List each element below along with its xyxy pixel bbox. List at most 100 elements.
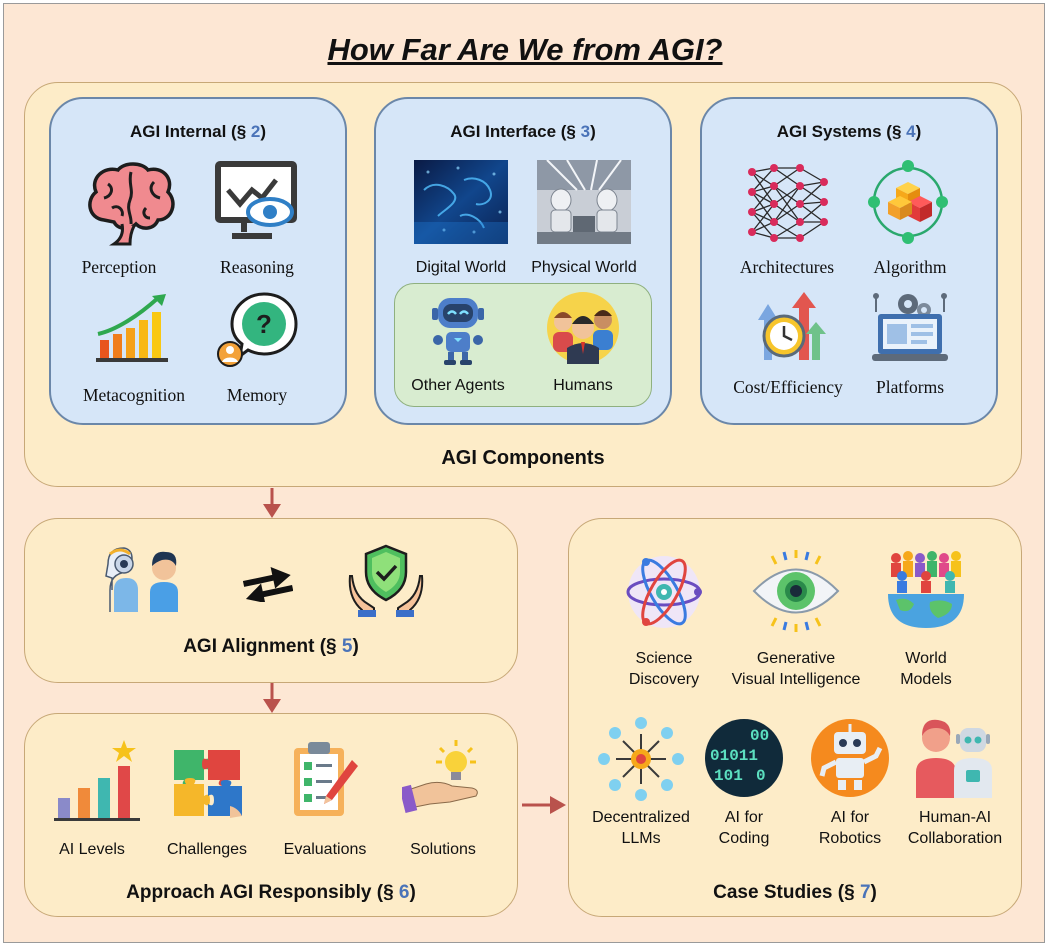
cost-efficiency-label: Cost/Efficiency [733, 377, 843, 397]
arrow-down-1 [263, 488, 281, 518]
cost-efficiency-icon [758, 292, 826, 360]
perception-label: Perception [81, 257, 157, 277]
digital-world-image [414, 160, 508, 244]
section-number: 5 [341, 636, 353, 657]
algorithm-label: Algorithm [873, 257, 947, 277]
agi-components-caption: AGI Components [441, 447, 605, 469]
closing-paren: ) [409, 882, 416, 903]
agi-alignment-panel [24, 518, 518, 683]
section-number: 7 [859, 882, 871, 903]
binary-code-line-2: 01011 [710, 747, 758, 765]
solutions-label: Solutions [410, 841, 476, 858]
binary-code-line-3: 101 [714, 767, 743, 785]
puzzle-pieces-icon [174, 750, 242, 818]
monitor-eye-icon [215, 161, 297, 239]
world-models-icon [888, 551, 964, 628]
architectures-label: Architectures [739, 257, 835, 277]
agi-systems-title: AGI Systems (§ 4) [700, 122, 998, 142]
algorithm-cubes-icon [868, 160, 948, 244]
challenges-label: Challenges [166, 841, 248, 858]
solutions-lightbulb-icon [402, 740, 478, 814]
generative-visual-label: Generative Visual Intelligence [724, 648, 868, 690]
closing-paren: ) [870, 882, 877, 903]
binary-code-icon: 00 01011 101 0 [705, 719, 783, 797]
growth-chart-icon [96, 294, 168, 362]
section-symbol: § [383, 882, 394, 903]
platforms-label: Platforms [875, 377, 945, 397]
closing-paren: ) [260, 122, 267, 141]
exchange-arrows-icon [243, 566, 293, 602]
section-number: 3 [580, 122, 591, 141]
ai-coding-line2: Coding [718, 830, 770, 847]
physical-world-image [537, 160, 631, 244]
ai-coding-label: AI for Coding [694, 807, 794, 849]
arrow-down-2 [263, 683, 281, 713]
section-symbol: § [566, 122, 576, 141]
memory-label: Memory [226, 385, 288, 405]
humans-group-icon [547, 292, 619, 364]
section-number: 2 [250, 122, 261, 141]
closing-paren: ) [915, 122, 922, 141]
laptop-gears-icon [872, 293, 948, 361]
agi-alignment-title-text: AGI Alignment ( [183, 636, 327, 657]
generative-visual-line2: Visual Intelligence [731, 671, 861, 688]
clipboard-checklist-icon [294, 742, 358, 816]
human-ai-collab-label: Human-AI Collaboration [896, 807, 1014, 849]
section-number: 4 [906, 122, 916, 141]
brain-icon [88, 162, 175, 246]
world-models-line1: World [905, 650, 947, 667]
reasoning-label: Reasoning [220, 257, 294, 277]
visual-eye-icon [752, 550, 840, 632]
human-ai-alignment-icon [105, 547, 178, 612]
agi-internal-title: AGI Internal (§ 2) [49, 122, 347, 142]
decentralized-llms-line1: Decentralized [592, 809, 690, 826]
agi-interface-title: AGI Interface (§ 3) [374, 122, 672, 142]
robot-agent-icon [432, 298, 484, 365]
decentralized-network-icon [598, 717, 684, 801]
approach-responsibly-title: Approach AGI Responsibly (§ 6) [24, 882, 518, 904]
ai-robotics-line2: Robotics [818, 830, 882, 847]
agi-interface-title-text: AGI Interface ( [450, 122, 567, 141]
metacognition-label: Metacognition [82, 385, 186, 405]
agi-systems-panel [700, 97, 998, 425]
human-ai-collaboration-icon [916, 719, 992, 798]
section-symbol: § [236, 122, 247, 141]
ai-levels-bar-icon [54, 740, 140, 821]
section-symbol: § [891, 122, 902, 141]
figure-title: How Far Are We from AGI? [327, 32, 723, 67]
science-discovery-label: Science Discovery [604, 648, 724, 690]
humans-label: Humans [553, 377, 613, 394]
science-discovery-line2: Discovery [628, 671, 700, 688]
binary-code-line-1: 00 [750, 727, 769, 745]
neural-network-icon [748, 164, 828, 242]
case-studies-title-text: Case Studies ( [713, 882, 845, 903]
world-models-line2: Models [900, 671, 952, 688]
approach-responsibly-title-text: Approach AGI Responsibly ( [126, 882, 384, 903]
ai-levels-label: AI Levels [59, 841, 125, 858]
agi-internal-title-text: AGI Internal ( [129, 122, 237, 141]
world-models-label: World Models [866, 648, 986, 690]
question-bubble-icon: ? [217, 292, 298, 367]
closing-paren: ) [352, 636, 359, 657]
section-symbol: § [326, 636, 337, 657]
decentralized-llms-line2: LLMs [621, 830, 661, 847]
shield-hands-icon [348, 544, 424, 617]
arrow-right [522, 796, 566, 814]
decentralized-llms-label: Decentralized LLMs [576, 807, 706, 849]
atom-science-icon [626, 556, 702, 628]
agi-internal-panel [49, 97, 347, 425]
digital-world-label: Digital World [415, 259, 507, 276]
robotics-robot-icon [811, 719, 889, 797]
agi-alignment-title: AGI Alignment (§ 5) [24, 636, 518, 658]
agi-systems-title-text: AGI Systems ( [776, 122, 892, 141]
science-discovery-line1: Science [635, 650, 693, 667]
closing-paren: ) [590, 122, 596, 141]
section-symbol: § [844, 882, 855, 903]
ai-coding-line1: AI for [724, 809, 764, 826]
human-ai-collab-line2: Collaboration [907, 830, 1003, 847]
evaluations-label: Evaluations [283, 841, 367, 858]
other-agents-label: Other Agents [411, 377, 505, 394]
ai-robotics-line1: AI for [830, 809, 870, 826]
section-number: 6 [398, 882, 410, 903]
